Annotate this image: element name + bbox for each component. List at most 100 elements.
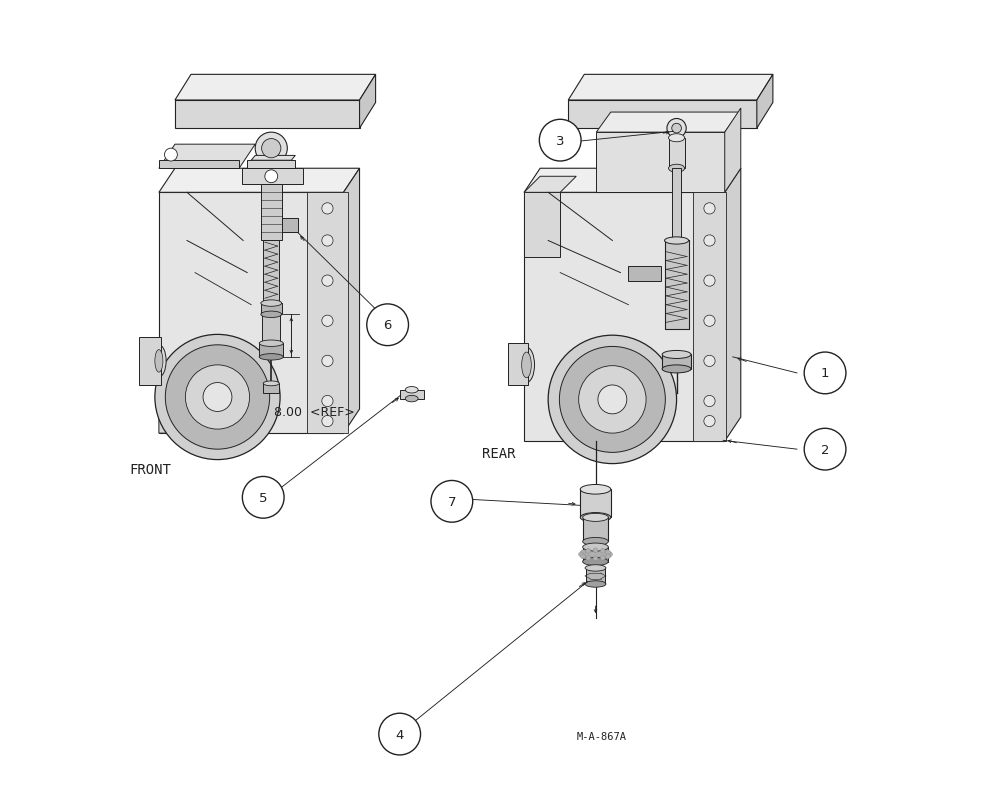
Circle shape bbox=[667, 120, 686, 139]
Polygon shape bbox=[343, 169, 360, 434]
Circle shape bbox=[322, 235, 333, 247]
Circle shape bbox=[593, 548, 598, 553]
Circle shape bbox=[255, 133, 287, 165]
Circle shape bbox=[262, 140, 281, 159]
Circle shape bbox=[600, 556, 605, 560]
Text: 5: 5 bbox=[259, 491, 267, 504]
Ellipse shape bbox=[583, 544, 608, 552]
Ellipse shape bbox=[583, 538, 608, 546]
Circle shape bbox=[322, 416, 333, 427]
Ellipse shape bbox=[518, 348, 535, 383]
Circle shape bbox=[165, 149, 177, 162]
Polygon shape bbox=[242, 169, 303, 185]
Text: 3: 3 bbox=[556, 134, 564, 148]
Polygon shape bbox=[400, 390, 424, 399]
Polygon shape bbox=[596, 113, 739, 133]
Polygon shape bbox=[262, 315, 280, 345]
Circle shape bbox=[704, 396, 715, 407]
Circle shape bbox=[242, 477, 284, 519]
Ellipse shape bbox=[662, 351, 691, 359]
Text: REAR: REAR bbox=[482, 446, 516, 461]
Ellipse shape bbox=[583, 558, 608, 566]
Polygon shape bbox=[261, 304, 282, 315]
Ellipse shape bbox=[155, 350, 163, 373]
Polygon shape bbox=[628, 267, 661, 281]
Polygon shape bbox=[159, 369, 179, 434]
Circle shape bbox=[804, 353, 846, 394]
Circle shape bbox=[367, 304, 409, 346]
Circle shape bbox=[586, 548, 591, 553]
Text: FRONT: FRONT bbox=[129, 463, 171, 477]
Circle shape bbox=[598, 385, 627, 414]
Circle shape bbox=[593, 556, 598, 561]
Polygon shape bbox=[259, 344, 283, 357]
Circle shape bbox=[704, 275, 715, 287]
Circle shape bbox=[322, 396, 333, 407]
Polygon shape bbox=[662, 355, 691, 369]
Ellipse shape bbox=[580, 513, 611, 523]
Text: M-A-867A: M-A-867A bbox=[576, 731, 626, 740]
Ellipse shape bbox=[261, 312, 282, 318]
Polygon shape bbox=[307, 193, 348, 434]
Polygon shape bbox=[524, 193, 560, 257]
Polygon shape bbox=[583, 548, 608, 562]
Ellipse shape bbox=[259, 340, 283, 347]
Circle shape bbox=[606, 554, 610, 559]
Polygon shape bbox=[669, 139, 685, 169]
Circle shape bbox=[322, 203, 333, 214]
Ellipse shape bbox=[522, 353, 531, 378]
Polygon shape bbox=[263, 384, 279, 393]
Text: 1: 1 bbox=[821, 367, 829, 380]
Polygon shape bbox=[175, 75, 376, 101]
Circle shape bbox=[379, 713, 421, 755]
Circle shape bbox=[581, 550, 585, 555]
Ellipse shape bbox=[585, 581, 606, 588]
Polygon shape bbox=[159, 161, 239, 169]
Circle shape bbox=[185, 365, 250, 430]
Ellipse shape bbox=[583, 514, 608, 522]
Polygon shape bbox=[282, 218, 298, 233]
Circle shape bbox=[165, 345, 270, 450]
Circle shape bbox=[548, 336, 677, 464]
Circle shape bbox=[586, 556, 591, 560]
Circle shape bbox=[672, 124, 681, 134]
Ellipse shape bbox=[662, 365, 691, 373]
Polygon shape bbox=[175, 101, 360, 129]
Ellipse shape bbox=[580, 485, 611, 495]
Circle shape bbox=[431, 481, 473, 523]
Ellipse shape bbox=[405, 387, 418, 393]
Polygon shape bbox=[583, 518, 608, 542]
Polygon shape bbox=[672, 169, 681, 241]
Ellipse shape bbox=[261, 300, 282, 307]
Circle shape bbox=[600, 548, 605, 553]
Ellipse shape bbox=[585, 565, 606, 572]
Polygon shape bbox=[693, 193, 726, 442]
Circle shape bbox=[265, 170, 278, 183]
Polygon shape bbox=[568, 101, 757, 129]
Ellipse shape bbox=[259, 354, 283, 361]
Text: 8.00  <REF>: 8.00 <REF> bbox=[274, 406, 354, 418]
Circle shape bbox=[704, 316, 715, 327]
Ellipse shape bbox=[669, 135, 685, 143]
Polygon shape bbox=[251, 157, 295, 161]
Circle shape bbox=[704, 203, 715, 214]
Polygon shape bbox=[725, 109, 741, 193]
Circle shape bbox=[579, 366, 646, 434]
Circle shape bbox=[203, 383, 232, 412]
Text: 2: 2 bbox=[821, 443, 829, 456]
Polygon shape bbox=[360, 75, 376, 129]
Polygon shape bbox=[159, 169, 360, 193]
Circle shape bbox=[704, 356, 715, 367]
Polygon shape bbox=[139, 337, 161, 385]
Polygon shape bbox=[568, 75, 773, 101]
Circle shape bbox=[704, 416, 715, 427]
Circle shape bbox=[322, 275, 333, 287]
Polygon shape bbox=[508, 344, 528, 385]
Circle shape bbox=[704, 235, 715, 247]
Polygon shape bbox=[580, 490, 611, 518]
Polygon shape bbox=[524, 193, 725, 442]
Polygon shape bbox=[159, 193, 343, 434]
Ellipse shape bbox=[669, 165, 685, 173]
Text: 6: 6 bbox=[383, 319, 392, 332]
Polygon shape bbox=[524, 169, 741, 193]
